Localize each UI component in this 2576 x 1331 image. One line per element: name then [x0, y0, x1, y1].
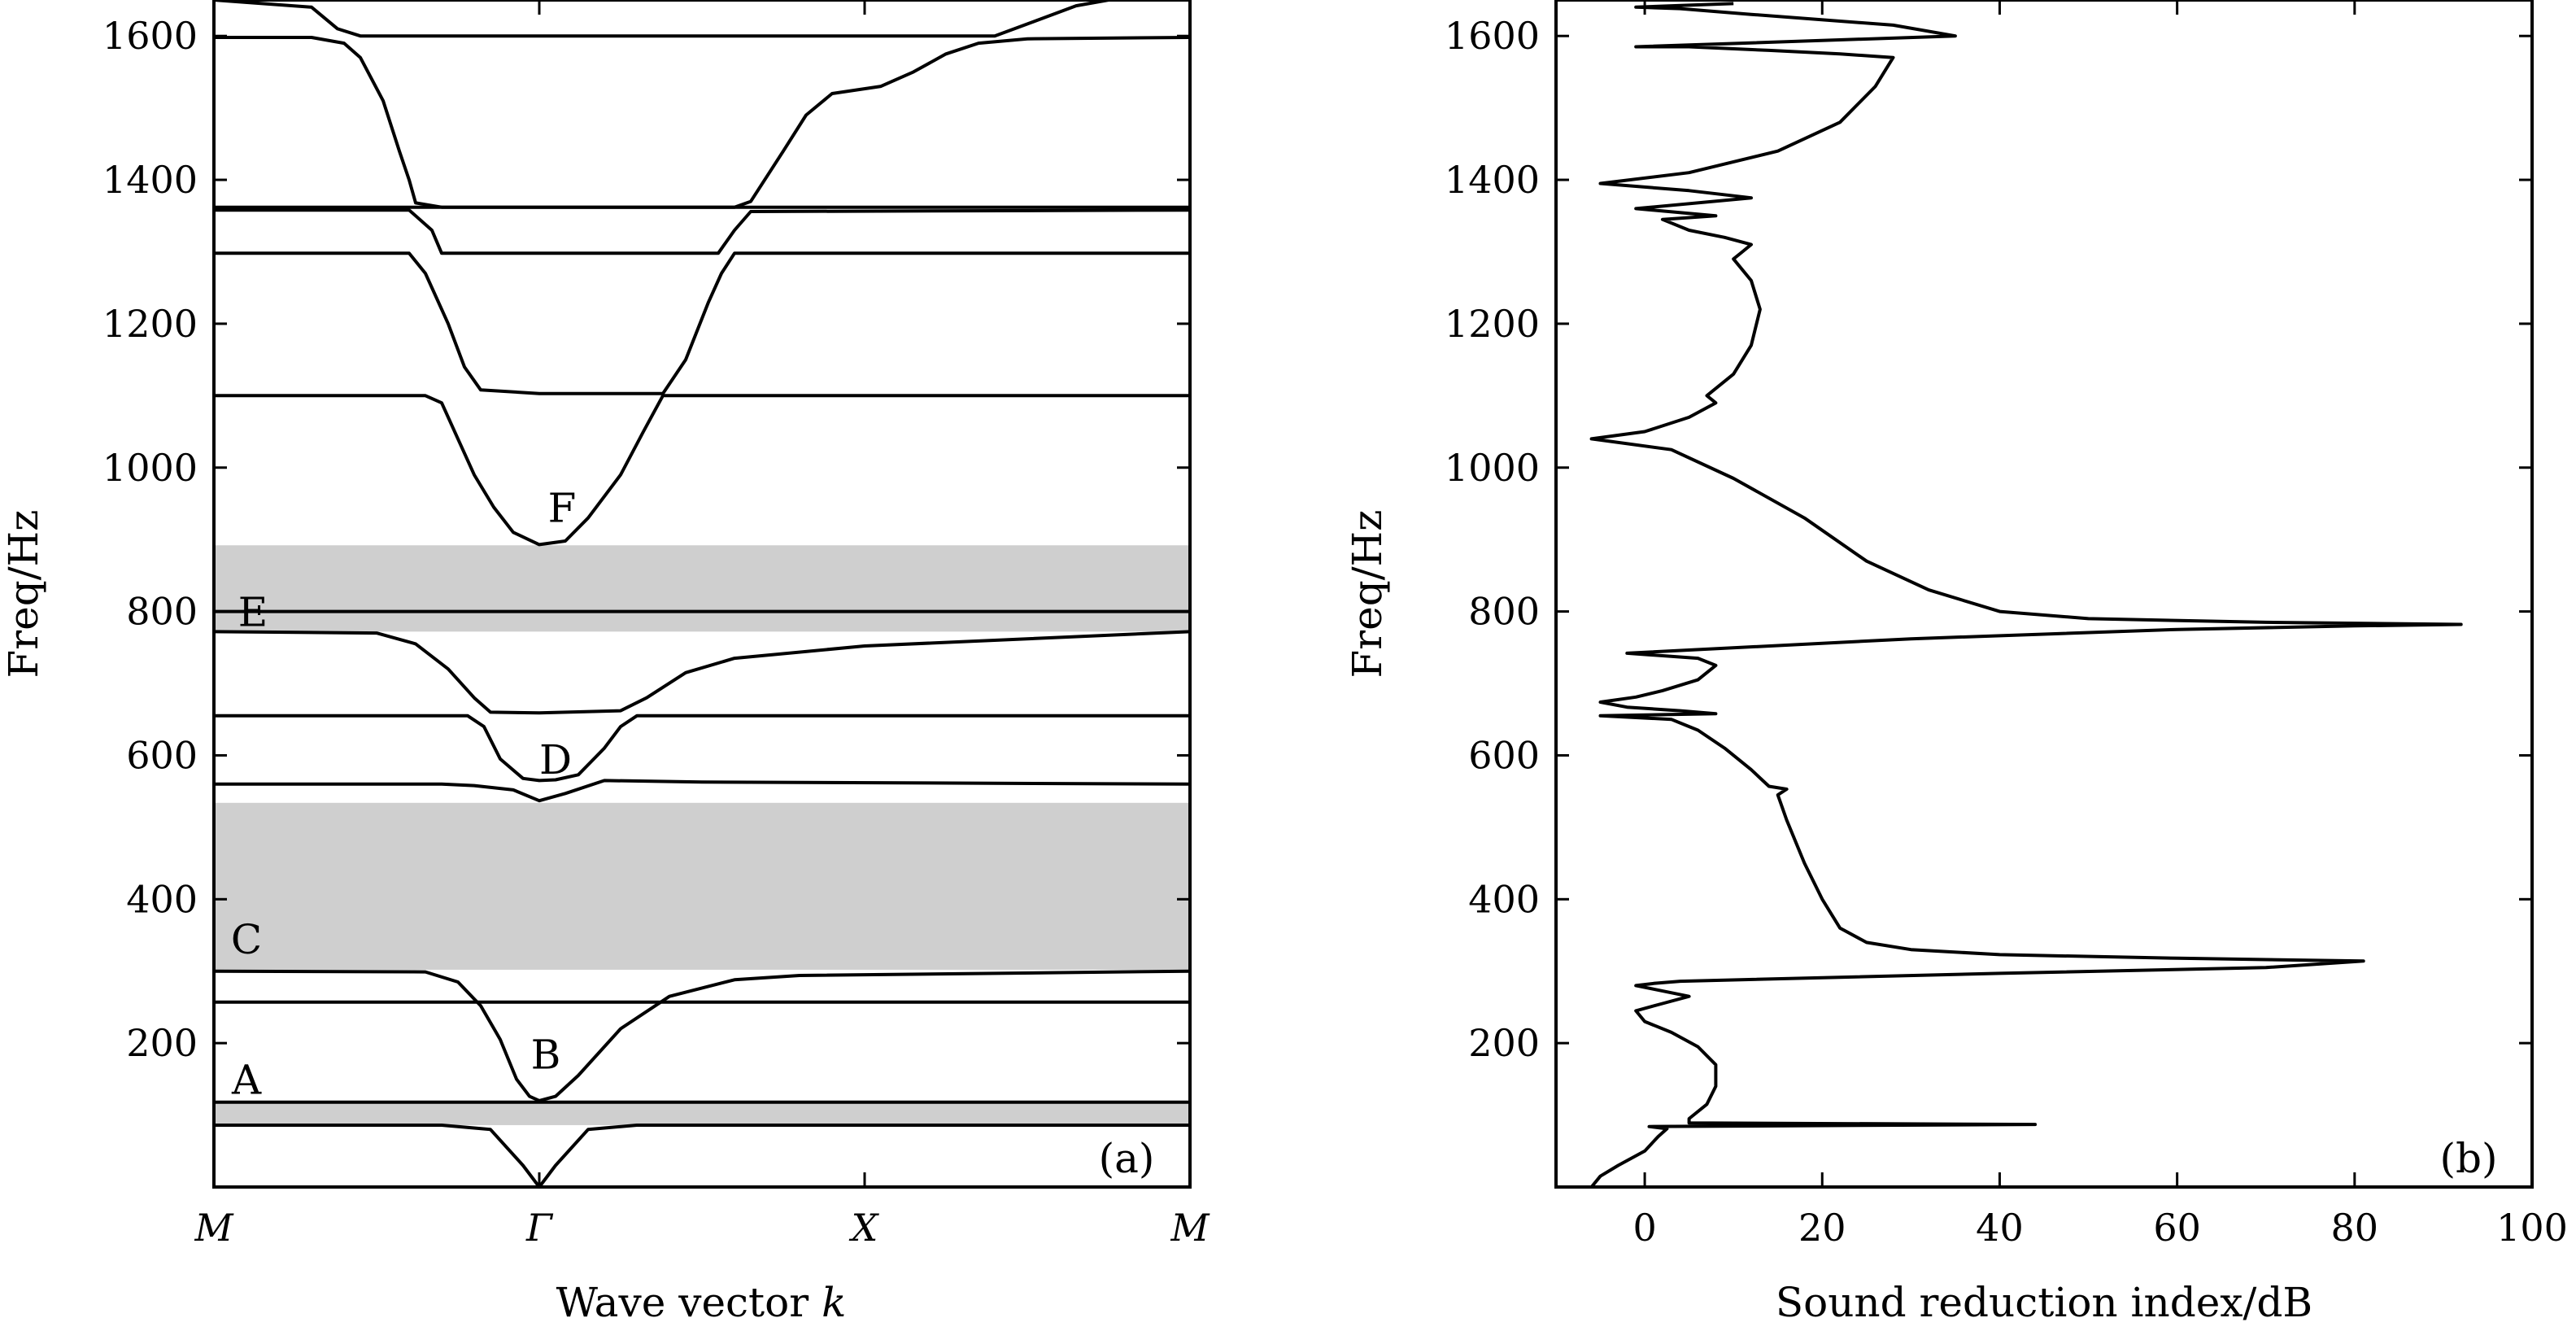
y-tick-label: 200 — [126, 1021, 198, 1065]
x-tick-label: Γ — [525, 1206, 554, 1250]
band-gap-0 — [214, 1102, 1190, 1125]
x-tick-label: 80 — [2331, 1206, 2379, 1250]
annotation-E: E — [238, 589, 268, 636]
band-curve-9 — [214, 251, 1190, 395]
annotation-B: B — [531, 1031, 561, 1078]
x-tick-label: M — [194, 1206, 234, 1250]
band-curve-10 — [214, 208, 1191, 255]
panel-b-label: (b) — [2439, 1135, 2497, 1182]
y-tick-label: 600 — [1468, 733, 1540, 777]
x-tick-label: 60 — [2153, 1206, 2201, 1250]
annotation-C: C — [231, 916, 262, 963]
sound-reduction-y-title: Freq/Hz — [1344, 510, 1391, 679]
y-tick-label: 1200 — [102, 302, 198, 346]
x-tick-label: 40 — [1976, 1206, 2024, 1250]
band-curve-6 — [213, 630, 1191, 715]
band-curve-13 — [213, 0, 1109, 38]
band-curve-4 — [214, 779, 1191, 803]
sound-reduction-curve — [1589, 2, 2463, 1189]
y-tick-label: 1400 — [1445, 158, 1540, 202]
x-tick-label: 0 — [1632, 1206, 1656, 1250]
annotation-F: F — [548, 484, 577, 531]
y-tick-label: 400 — [1468, 877, 1540, 921]
panel-a-label: (a) — [1099, 1135, 1155, 1182]
y-tick-label: 800 — [126, 590, 198, 634]
y-tick-label: 400 — [126, 877, 198, 921]
band-annotations: A B C D E F — [231, 484, 576, 1103]
y-tick-label: 1000 — [102, 446, 198, 490]
y-tick-label: 1600 — [1445, 14, 1540, 58]
x-tick-label: X — [849, 1206, 880, 1250]
y-tick-label: 800 — [1468, 590, 1540, 634]
sound-reduction-curve-0 — [1589, 2, 2463, 1189]
band-gap-layer — [214, 545, 1190, 1125]
annotation-D: D — [539, 736, 572, 783]
y-tick-label: 1600 — [102, 14, 198, 58]
y-tick-label: 600 — [126, 733, 198, 777]
band-structure-frame — [212, 0, 1192, 1189]
band-curve-12 — [214, 36, 1191, 209]
sound-reduction-ticks: 200 400 600 800 1000 1200 1400 1600 0 20 40 60 80 100 — [1445, 0, 2568, 1250]
band-curve-3 — [213, 969, 1191, 1102]
band-structure-ticks: 200 400 600 800 1000 1200 1400 1600 M Γ X M — [102, 0, 1210, 1250]
y-tick-label: 1200 — [1445, 302, 1540, 346]
band-curve-0 — [214, 1124, 1190, 1189]
x-tick-label: 20 — [1798, 1206, 1846, 1250]
sound-reduction-frame — [1554, 0, 2534, 1189]
annotation-A: A — [231, 1056, 262, 1103]
x-tick-label: M — [1170, 1206, 1210, 1250]
band-structure-x-title-text: Wave vector — [556, 1279, 809, 1326]
y-tick-label: 200 — [1468, 1021, 1540, 1065]
dispersion-curves — [213, 0, 1191, 1189]
y-tick-label: 1000 — [1445, 446, 1540, 490]
sound-reduction-panel: 200 400 600 800 1000 1200 1400 1600 0 20 40 60 80 100… — [1344, 0, 2568, 1326]
x-tick-label: 100 — [2496, 1206, 2568, 1250]
band-structure-x-title-symbol: k — [822, 1279, 846, 1326]
band-structure-y-title: Freq/Hz — [0, 510, 47, 679]
sound-reduction-x-title: Sound reduction index/dB — [1776, 1279, 2312, 1326]
y-tick-label: 1400 — [102, 158, 198, 202]
band-gap-1 — [214, 802, 1190, 970]
band-gap-2 — [214, 545, 1190, 632]
band-structure-x-title: Wave vector k — [556, 1279, 847, 1326]
band-curve-5 — [214, 714, 1190, 783]
band-curve-8 — [214, 394, 1190, 547]
